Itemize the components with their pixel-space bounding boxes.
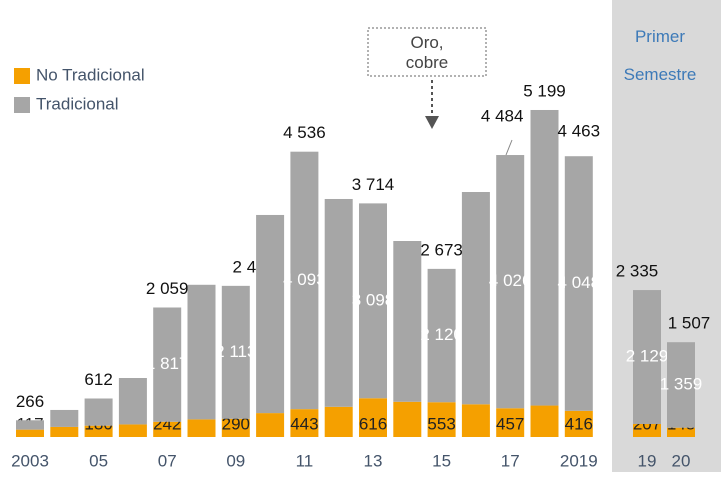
legend-label: Tradicional bbox=[36, 94, 119, 113]
bar-segment bbox=[393, 401, 422, 437]
bar-segment bbox=[530, 405, 559, 437]
bar-segment bbox=[324, 198, 353, 407]
total-label: 4 484 bbox=[481, 107, 524, 126]
total-label: 3 714 bbox=[352, 175, 395, 194]
bar-segment bbox=[393, 241, 422, 402]
legend-swatch bbox=[14, 97, 30, 113]
legend-label: No Tradicional bbox=[36, 65, 145, 84]
bar-segment bbox=[256, 413, 285, 437]
value-label: 416 bbox=[565, 414, 593, 433]
bar-segment bbox=[461, 192, 490, 405]
bar-segment bbox=[256, 214, 285, 414]
bar-segment bbox=[221, 418, 250, 437]
value-label: 553 bbox=[427, 414, 455, 433]
value-label: 4 093 bbox=[283, 270, 326, 289]
value-label: 616 bbox=[359, 414, 387, 433]
legend-swatch bbox=[14, 68, 30, 84]
value-label: 2 129 bbox=[626, 347, 669, 366]
x-tick-label: 15 bbox=[432, 451, 451, 470]
bar-segment bbox=[50, 426, 79, 437]
x-tick-label: 05 bbox=[89, 451, 108, 470]
bar-segment bbox=[221, 285, 250, 419]
value-label: 1 359 bbox=[660, 374, 703, 393]
value-label: 1 817 bbox=[146, 354, 189, 373]
x-tick-label: 19 bbox=[638, 451, 657, 470]
bar-segment bbox=[667, 427, 695, 437]
leader-line bbox=[505, 139, 513, 156]
bar-segment bbox=[16, 420, 44, 430]
x-tick-label: 13 bbox=[364, 451, 383, 470]
bar-segment bbox=[359, 398, 387, 437]
bar-segment bbox=[633, 423, 661, 437]
total-label: 4 536 bbox=[283, 123, 326, 142]
x-tick-label: 20 bbox=[672, 451, 691, 470]
bar-segment bbox=[84, 425, 113, 437]
bar-segment bbox=[290, 409, 319, 437]
total-label: 266 bbox=[16, 392, 44, 411]
value-label: 2 120 bbox=[420, 325, 463, 344]
x-tick-label: 17 bbox=[501, 451, 520, 470]
value-label: 443 bbox=[290, 414, 318, 433]
bar-segment bbox=[496, 408, 525, 437]
bar-segment bbox=[50, 409, 79, 427]
total-label: 2 335 bbox=[616, 262, 659, 281]
x-tick-label: 11 bbox=[296, 451, 314, 470]
bar-segment bbox=[564, 156, 593, 411]
total-label: 612 bbox=[84, 370, 112, 389]
bar-segment bbox=[359, 203, 387, 399]
bar-segment bbox=[461, 404, 490, 437]
bar-segment bbox=[153, 307, 182, 422]
annotation-arrowhead bbox=[425, 116, 439, 129]
bar-segment bbox=[324, 406, 353, 437]
bar-segment bbox=[290, 151, 319, 410]
bar-segment bbox=[496, 155, 525, 409]
bar-segment bbox=[633, 290, 661, 424]
total-label: 4 463 bbox=[558, 122, 601, 141]
panel-label: Primer Semestre bbox=[624, 27, 697, 84]
bar-segment bbox=[84, 398, 113, 426]
total-label: 2 673 bbox=[420, 240, 463, 259]
value-label: 457 bbox=[496, 414, 524, 433]
bar-segment bbox=[667, 342, 695, 428]
bar-segment bbox=[427, 268, 456, 403]
bar-segment bbox=[153, 421, 182, 437]
bar-segment bbox=[118, 424, 147, 437]
semester-panel bbox=[612, 0, 721, 472]
total-label: 2 059 bbox=[146, 279, 189, 298]
value-label: 3 098 bbox=[352, 290, 395, 309]
bar-segment bbox=[187, 284, 216, 420]
value-label: 290 bbox=[222, 414, 250, 433]
total-label: 5 199 bbox=[523, 81, 566, 100]
total-label: 1 507 bbox=[668, 314, 711, 333]
bar-segment bbox=[187, 419, 216, 437]
annotation-text: Oro, cobre bbox=[406, 33, 449, 72]
value-label: 4 048 bbox=[558, 273, 601, 292]
value-label: 2 113 bbox=[215, 342, 256, 361]
value-label: 4 026 bbox=[489, 271, 532, 290]
x-tick-label: 09 bbox=[226, 451, 245, 470]
bar-segment bbox=[118, 377, 147, 425]
bar-segment bbox=[530, 109, 559, 406]
bar-segment bbox=[564, 410, 593, 437]
x-tick-label: 07 bbox=[158, 451, 177, 470]
x-tick-label: 2003 bbox=[11, 451, 49, 470]
x-tick-label: 2019 bbox=[560, 451, 598, 470]
annotation-box bbox=[367, 27, 487, 77]
bar-segment bbox=[427, 402, 456, 437]
bar-segment bbox=[16, 429, 44, 437]
